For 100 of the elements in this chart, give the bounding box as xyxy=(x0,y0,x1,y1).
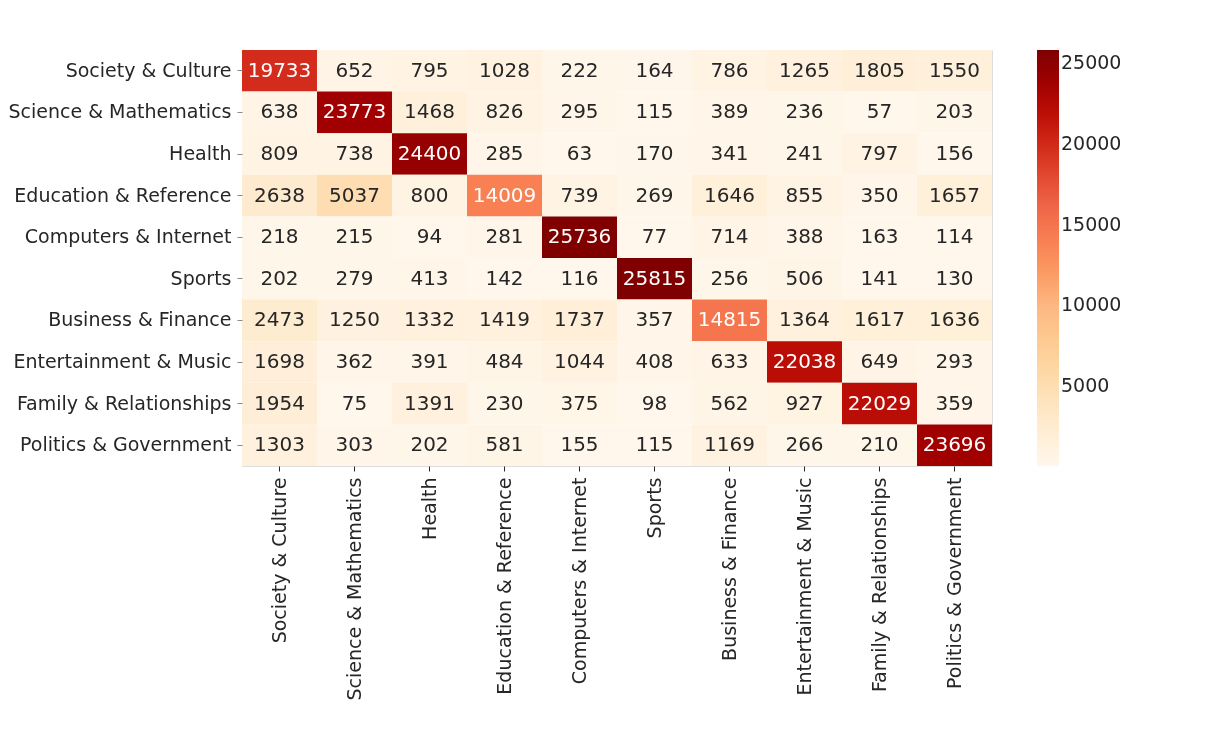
data-label: 2638 xyxy=(254,182,305,207)
data-label: 649 xyxy=(860,349,899,373)
data-label: 98 xyxy=(641,390,668,415)
x-tick-label: Entertainment & Music xyxy=(792,477,815,696)
x-tick-label: Family & Relationships xyxy=(867,477,890,693)
data-label: 156 xyxy=(935,141,974,165)
y-tick-label: Science & Mathematics xyxy=(8,100,232,123)
data-label: 1303 xyxy=(254,432,305,457)
data-label: 25736 xyxy=(547,224,612,249)
data-label: 413 xyxy=(410,265,449,290)
data-label: 1419 xyxy=(479,307,530,332)
data-label: 1169 xyxy=(704,432,755,457)
data-label: 22029 xyxy=(847,390,912,415)
data-label: 14815 xyxy=(697,307,762,332)
data-label: 739 xyxy=(560,182,599,207)
data-label: 359 xyxy=(935,390,974,415)
data-label: 357 xyxy=(635,307,674,332)
data-label: 19733 xyxy=(247,57,312,82)
data-label: 391 xyxy=(410,349,449,373)
data-label: 22038 xyxy=(772,349,837,373)
data-label: 24400 xyxy=(397,141,462,165)
data-label: 115 xyxy=(635,432,674,457)
data-label: 202 xyxy=(410,432,449,457)
data-label: 1044 xyxy=(554,349,605,373)
data-label: 638 xyxy=(260,99,299,124)
data-label: 94 xyxy=(416,224,443,249)
data-label: 1028 xyxy=(479,57,530,82)
color-bar-label: 10000 xyxy=(1061,293,1122,316)
data-label: 562 xyxy=(710,390,749,415)
data-label: 1468 xyxy=(404,99,455,124)
data-label: 210 xyxy=(860,432,899,457)
data-label: 57 xyxy=(866,99,893,124)
data-label: 927 xyxy=(785,390,824,415)
data-label: 202 xyxy=(260,265,299,290)
data-label: 23696 xyxy=(922,432,987,457)
data-label: 230 xyxy=(485,390,524,415)
data-label: 1391 xyxy=(404,390,455,415)
data-label: 75 xyxy=(341,390,368,415)
data-label: 633 xyxy=(710,349,749,373)
y-tick-label: Computers & Internet xyxy=(24,225,232,248)
data-label: 1646 xyxy=(704,182,755,207)
data-label: 266 xyxy=(785,432,824,457)
data-label: 236 xyxy=(785,99,824,124)
data-label: 281 xyxy=(485,224,524,249)
y-tick-label: Family & Relationships xyxy=(16,391,232,414)
data-label: 170 xyxy=(635,141,674,165)
data-label: 303 xyxy=(335,432,374,457)
data-label: 2473 xyxy=(254,307,305,332)
data-label: 295 xyxy=(560,99,599,124)
x-tick-label: Education & Reference xyxy=(492,477,515,695)
y-tick-label: Politics & Government xyxy=(20,433,232,456)
x-tick-label: Politics & Government xyxy=(942,477,965,689)
data-label: 114 xyxy=(935,224,974,249)
data-label: 362 xyxy=(335,349,374,373)
color-bar-label: 15000 xyxy=(1061,212,1122,235)
data-label: 116 xyxy=(560,265,599,290)
data-label: 375 xyxy=(560,390,599,415)
data-label: 218 xyxy=(260,224,299,249)
x-tick-label: Computers & Internet xyxy=(567,477,590,685)
color-bar-label: 25000 xyxy=(1061,51,1122,74)
data-label: 1737 xyxy=(554,307,605,332)
data-label: 241 xyxy=(785,141,824,165)
data-label: 581 xyxy=(485,432,524,457)
data-label: 786 xyxy=(710,57,749,82)
x-tick-label: Health xyxy=(417,477,440,540)
data-label: 1550 xyxy=(929,57,980,82)
data-label: 222 xyxy=(560,57,599,82)
y-tick-label: Entertainment & Music xyxy=(13,350,232,372)
data-label: 797 xyxy=(860,141,899,165)
data-label: 1657 xyxy=(929,182,980,207)
data-label: 23773 xyxy=(322,99,387,124)
data-label: 203 xyxy=(935,99,974,124)
data-label: 795 xyxy=(410,57,449,82)
data-label: 1364 xyxy=(779,307,830,332)
data-label: 484 xyxy=(485,349,524,373)
data-label: 77 xyxy=(641,224,668,249)
y-tick-label: Society & Culture xyxy=(65,58,232,81)
data-label: 164 xyxy=(635,57,674,82)
data-label: 215 xyxy=(335,224,374,249)
color-bar-label: 20000 xyxy=(1061,131,1122,154)
data-label: 1617 xyxy=(854,307,905,332)
data-label: 1250 xyxy=(329,307,380,332)
data-label: 1332 xyxy=(404,307,455,332)
data-label: 269 xyxy=(635,182,674,207)
color-bar-label: 5000 xyxy=(1061,374,1110,397)
data-label: 800 xyxy=(410,182,449,207)
data-label: 14009 xyxy=(472,182,537,207)
data-label: 388 xyxy=(785,224,824,249)
data-label: 142 xyxy=(485,265,524,290)
data-label: 130 xyxy=(935,265,974,290)
data-label: 1805 xyxy=(854,57,905,82)
y-tick-label: Health xyxy=(169,142,232,164)
data-label: 63 xyxy=(566,141,593,165)
data-label: 256 xyxy=(710,265,749,290)
data-label: 1698 xyxy=(254,349,305,373)
data-label: 506 xyxy=(785,265,824,290)
data-label: 155 xyxy=(560,432,599,457)
data-label: 350 xyxy=(860,182,899,207)
data-label: 279 xyxy=(335,265,374,290)
y-tick-label: Business & Finance xyxy=(48,308,232,331)
